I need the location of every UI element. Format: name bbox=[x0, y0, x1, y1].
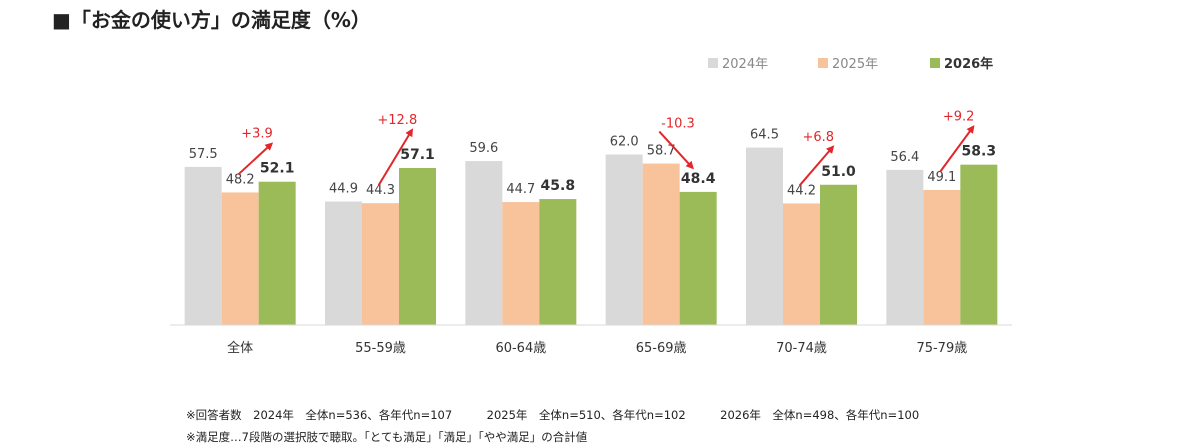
data-label-2-1: 57.1 bbox=[400, 147, 435, 163]
legend-label-1: 2025年 bbox=[832, 57, 878, 72]
data-label-1-3: 58.7 bbox=[647, 144, 676, 159]
bar-0-0 bbox=[184, 166, 222, 325]
change-arrow-5 bbox=[939, 125, 975, 173]
data-label-2-0: 52.1 bbox=[260, 161, 295, 177]
bar-2-3 bbox=[679, 191, 717, 325]
data-label-0-1: 44.9 bbox=[329, 182, 358, 197]
legend-swatch-0 bbox=[708, 58, 718, 68]
bar-0-1 bbox=[325, 201, 362, 325]
data-label-1-1: 44.3 bbox=[366, 183, 395, 198]
bar-1-1 bbox=[362, 203, 399, 325]
data-label-1-5: 49.1 bbox=[927, 170, 956, 185]
change-label-4: +6.8 bbox=[803, 130, 835, 145]
data-label-0-0: 57.5 bbox=[189, 147, 218, 162]
bar-2-4 bbox=[820, 184, 857, 325]
category-label-1: 55-59歳 bbox=[355, 341, 406, 356]
footnote-definition: ※満足度…7段階の選択肢で聴取。「とても満足」「満足」「やや満足」の合計値 bbox=[186, 430, 588, 444]
data-label-2-4: 51.0 bbox=[821, 164, 856, 180]
bar-1-4 bbox=[783, 203, 820, 325]
data-label-0-5: 56.4 bbox=[890, 150, 919, 165]
chart-title: ■「お金の使い方」の満足度（%） bbox=[52, 8, 371, 32]
data-label-2-5: 58.3 bbox=[962, 144, 997, 160]
bar-2-0 bbox=[258, 181, 296, 325]
bar-2-5 bbox=[960, 164, 998, 325]
data-label-0-4: 64.5 bbox=[750, 128, 779, 143]
data-label-2-2: 45.8 bbox=[541, 178, 576, 194]
bar-1-2 bbox=[502, 202, 540, 325]
bar-1-3 bbox=[642, 163, 680, 325]
bar-2-2 bbox=[539, 199, 577, 325]
bar-0-3 bbox=[605, 154, 643, 325]
category-label-3: 65-69歳 bbox=[636, 341, 687, 356]
bar-1-0 bbox=[221, 192, 259, 325]
footnote-respondents: ※回答者数 2024年 全体n=536、各年代n=107 2025年 全体n=5… bbox=[186, 408, 920, 422]
change-label-5: +9.2 bbox=[943, 110, 975, 125]
legend-swatch-1 bbox=[818, 58, 828, 68]
data-label-2-3: 48.4 bbox=[681, 171, 716, 187]
category-label-4: 70-74歳 bbox=[776, 341, 827, 356]
legend-swatch-2 bbox=[930, 58, 940, 68]
change-arrow-0 bbox=[237, 142, 274, 176]
bar-0-5 bbox=[886, 169, 924, 325]
legend-label-0: 2024年 bbox=[722, 57, 768, 72]
category-label-0: 全体 bbox=[227, 340, 253, 356]
change-label-1: +12.8 bbox=[377, 113, 417, 128]
data-label-1-0: 48.2 bbox=[226, 172, 255, 187]
change-label-0: +3.9 bbox=[241, 127, 273, 142]
change-arrow-1 bbox=[377, 128, 413, 186]
bar-1-5 bbox=[923, 189, 961, 325]
bar-2-1 bbox=[399, 167, 436, 325]
bar-chart: 2024年 2025年 2026年 57.5 48.2 52.1 全体 +3.9 44.9 44.… bbox=[170, 56, 1012, 356]
data-label-0-2: 59.6 bbox=[469, 141, 498, 156]
data-label-1-4: 44.2 bbox=[787, 183, 816, 198]
bar-0-4 bbox=[746, 147, 783, 325]
change-arrow-3 bbox=[658, 130, 694, 170]
change-label-3: -10.3 bbox=[661, 117, 695, 132]
category-label-2: 60-64歳 bbox=[495, 341, 546, 356]
data-label-0-3: 62.0 bbox=[610, 135, 639, 150]
legend-label-2: 2026年 bbox=[944, 56, 993, 72]
change-arrow-4 bbox=[798, 145, 835, 187]
data-label-1-2: 44.7 bbox=[506, 182, 535, 197]
bar-0-2 bbox=[465, 161, 503, 325]
category-label-5: 75-79歳 bbox=[916, 341, 967, 356]
